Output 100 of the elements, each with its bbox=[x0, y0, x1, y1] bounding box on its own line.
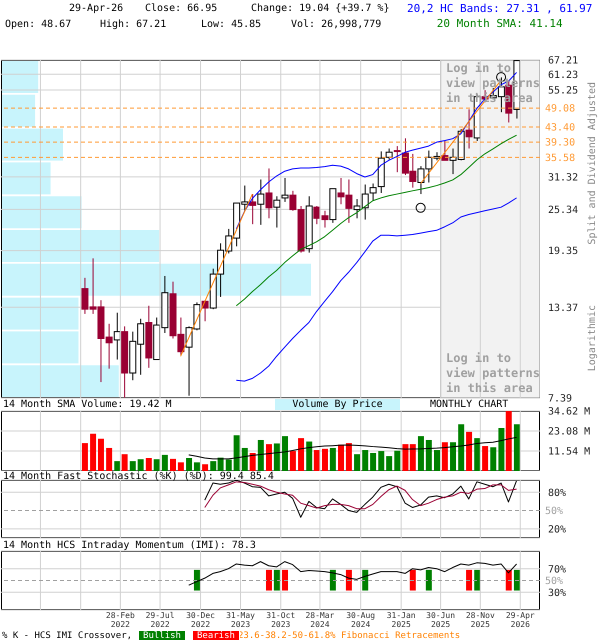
bar bbox=[450, 442, 456, 471]
ref-line-label: 50% bbox=[545, 576, 564, 588]
y-tick-label: 67.21 bbox=[548, 56, 578, 67]
legend-title: % K - HCS IMI Crossover, bbox=[2, 631, 132, 640]
text: Bullish bbox=[138, 630, 186, 640]
line-series bbox=[188, 561, 518, 586]
line-series bbox=[188, 436, 518, 460]
y-tick-label: 31.32 bbox=[548, 172, 578, 184]
bar bbox=[514, 424, 520, 471]
bar bbox=[186, 458, 192, 471]
candlestick bbox=[321, 210, 328, 228]
bar bbox=[162, 454, 168, 471]
text: 20,2 HC Bands: 27.31 , 61.97 bbox=[407, 2, 592, 15]
text: Volume By Price bbox=[275, 399, 400, 410]
text: Vol: 26,998,779 bbox=[291, 19, 382, 31]
bar bbox=[322, 448, 328, 471]
text: MONTHLY CHART bbox=[430, 399, 508, 411]
text: 20 Month SMA: 41.14 bbox=[436, 17, 563, 30]
x-tick-label: 31-Jan 2025 bbox=[386, 611, 416, 629]
bar bbox=[498, 428, 504, 471]
bar bbox=[378, 451, 384, 471]
candlestick bbox=[370, 182, 377, 202]
candlestick bbox=[249, 194, 256, 225]
candlestick bbox=[257, 178, 264, 226]
x-tick-label: 28-Nov 2025 bbox=[466, 611, 495, 629]
text: Change: 19.04 {+39.7 %} bbox=[251, 3, 390, 15]
bar bbox=[146, 458, 152, 471]
bar bbox=[170, 458, 176, 471]
text: Logarithmic bbox=[587, 305, 599, 372]
bar bbox=[194, 462, 200, 471]
ref-line-label: 50% bbox=[545, 506, 564, 518]
ref-line-label: 35.58 bbox=[545, 152, 576, 164]
bar bbox=[418, 436, 424, 471]
bar bbox=[122, 454, 128, 471]
text: Close: 66.95 bbox=[145, 3, 218, 15]
bar bbox=[506, 411, 512, 471]
bar bbox=[98, 438, 104, 471]
text: Open: 48.67 bbox=[5, 19, 72, 31]
candlestick bbox=[265, 168, 272, 219]
candlestick bbox=[282, 177, 289, 202]
bar bbox=[258, 440, 264, 471]
bar bbox=[370, 452, 376, 471]
ref-line-label: 49.08 bbox=[545, 104, 576, 115]
text: Split and Dividend Adjusted bbox=[587, 82, 599, 245]
text: 29-Apr-26 bbox=[69, 3, 124, 15]
bar bbox=[298, 438, 304, 471]
bar bbox=[474, 438, 480, 471]
candlestick bbox=[466, 108, 473, 150]
y-tick-label: 13.37 bbox=[548, 302, 578, 314]
y-tick-label: 34.62 M bbox=[548, 406, 590, 418]
bar bbox=[178, 462, 184, 471]
candlestick bbox=[313, 205, 320, 225]
text: High: 67.21 bbox=[100, 19, 166, 31]
bar bbox=[250, 452, 256, 471]
x-tick-label: 30-Dec 2022 bbox=[186, 611, 216, 629]
bar bbox=[154, 459, 160, 471]
bar bbox=[242, 448, 248, 471]
bar bbox=[282, 436, 288, 471]
ref-line-label: 39.30 bbox=[545, 138, 576, 149]
y-tick-label: 70% bbox=[548, 564, 566, 576]
bar bbox=[434, 450, 440, 471]
candlestick bbox=[394, 146, 401, 173]
bar bbox=[362, 450, 368, 471]
candlestick bbox=[273, 196, 280, 228]
chart-title: 14 Month Fast Stochastic (%K) (%D): 99.4 85.4 bbox=[3, 471, 274, 482]
x-tick-label: 30-Jun 2025 bbox=[426, 611, 456, 629]
y-tick-label: 55.25 bbox=[548, 86, 578, 97]
line-series bbox=[204, 481, 518, 510]
bar bbox=[426, 440, 432, 471]
bar bbox=[1, 61, 38, 93]
bar bbox=[354, 454, 360, 471]
x-tick-label: 29-Apr 2026 bbox=[506, 611, 535, 629]
x-tick-label: 28-Feb 2022 bbox=[106, 611, 135, 629]
y-tick-label: 7.39 bbox=[548, 394, 572, 405]
bar bbox=[90, 434, 96, 471]
ref-line-label: 43.40 bbox=[545, 122, 576, 134]
y-tick-label: 80% bbox=[548, 488, 566, 499]
y-tick-label: 20% bbox=[548, 524, 566, 536]
bar bbox=[1, 230, 160, 262]
bar bbox=[466, 432, 472, 471]
candlestick bbox=[386, 148, 393, 160]
y-tick-label: 19.35 bbox=[548, 246, 578, 258]
bar bbox=[290, 451, 296, 471]
bar bbox=[82, 443, 88, 471]
x-tick-label: 31-Oct 2023 bbox=[266, 611, 296, 629]
bar bbox=[482, 446, 488, 471]
text: 23.6-38.2-50-61.8% Fibonacci Retracements bbox=[238, 630, 460, 640]
bar bbox=[266, 444, 272, 471]
bar bbox=[274, 443, 280, 471]
bar bbox=[442, 442, 448, 471]
x-tick-label: 31-May 2023 bbox=[226, 611, 256, 629]
x-tick-label: 28-Mar 2024 bbox=[305, 611, 335, 629]
y-tick-label: 30% bbox=[548, 588, 566, 599]
bar bbox=[338, 444, 344, 471]
annotation: Log in to view patterns in this area bbox=[446, 351, 541, 396]
bar bbox=[346, 443, 352, 471]
bar bbox=[394, 450, 400, 471]
bar bbox=[490, 447, 496, 471]
bar bbox=[314, 450, 320, 471]
y-tick-label: 61.23 bbox=[548, 70, 578, 81]
